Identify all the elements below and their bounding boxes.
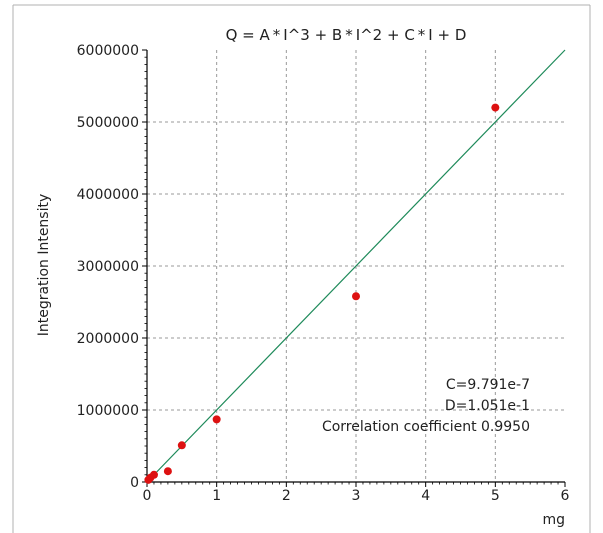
fit-line-layer (146, 49, 566, 483)
y-tick-label: 5000000 (77, 115, 139, 131)
x-tick-label: 6 (561, 488, 570, 504)
data-point (177, 441, 186, 450)
tick-labels: 0 1 2 3 4 5 6 0 1000000 2000000 3000000 4000000 5000… (77, 43, 570, 504)
y-tick-label: 0 (130, 475, 139, 491)
fit-annotation: Correlation coefficient 0.9950 (322, 419, 530, 435)
fit-annotation: D=1.051e-1 (445, 398, 530, 414)
chart-title: Q = A * I^3 + B * I^2 + C * I + D (226, 26, 467, 44)
fit-annotations: C=9.791e-7 D=1.051e-1 Correlation coeffici… (322, 377, 530, 435)
fit-line (146, 49, 566, 483)
x-tick-label: 1 (212, 488, 221, 504)
x-tick-label: 0 (143, 488, 152, 504)
fit-annotation: C=9.791e-7 (446, 377, 530, 393)
x-axis-label: mg (542, 512, 565, 528)
data-point (163, 467, 172, 476)
y-tick-label: 4000000 (77, 187, 139, 203)
y-tick-label: 6000000 (77, 43, 139, 59)
data-point (212, 415, 221, 424)
axes (142, 49, 566, 487)
y-tick-label: 1000000 (77, 403, 139, 419)
data-point (352, 292, 360, 301)
y-tick-label: 2000000 (77, 331, 139, 347)
data-point (491, 103, 500, 112)
data-point (149, 470, 158, 479)
y-axis-label: Integration Intensity (36, 194, 52, 337)
x-tick-label: 4 (421, 488, 430, 504)
x-tick-label: 3 (352, 488, 361, 504)
x-tick-label: 2 (282, 488, 291, 504)
y-tick-label: 3000000 (77, 259, 139, 275)
x-tick-label: 5 (491, 488, 500, 504)
data-points (144, 103, 500, 484)
